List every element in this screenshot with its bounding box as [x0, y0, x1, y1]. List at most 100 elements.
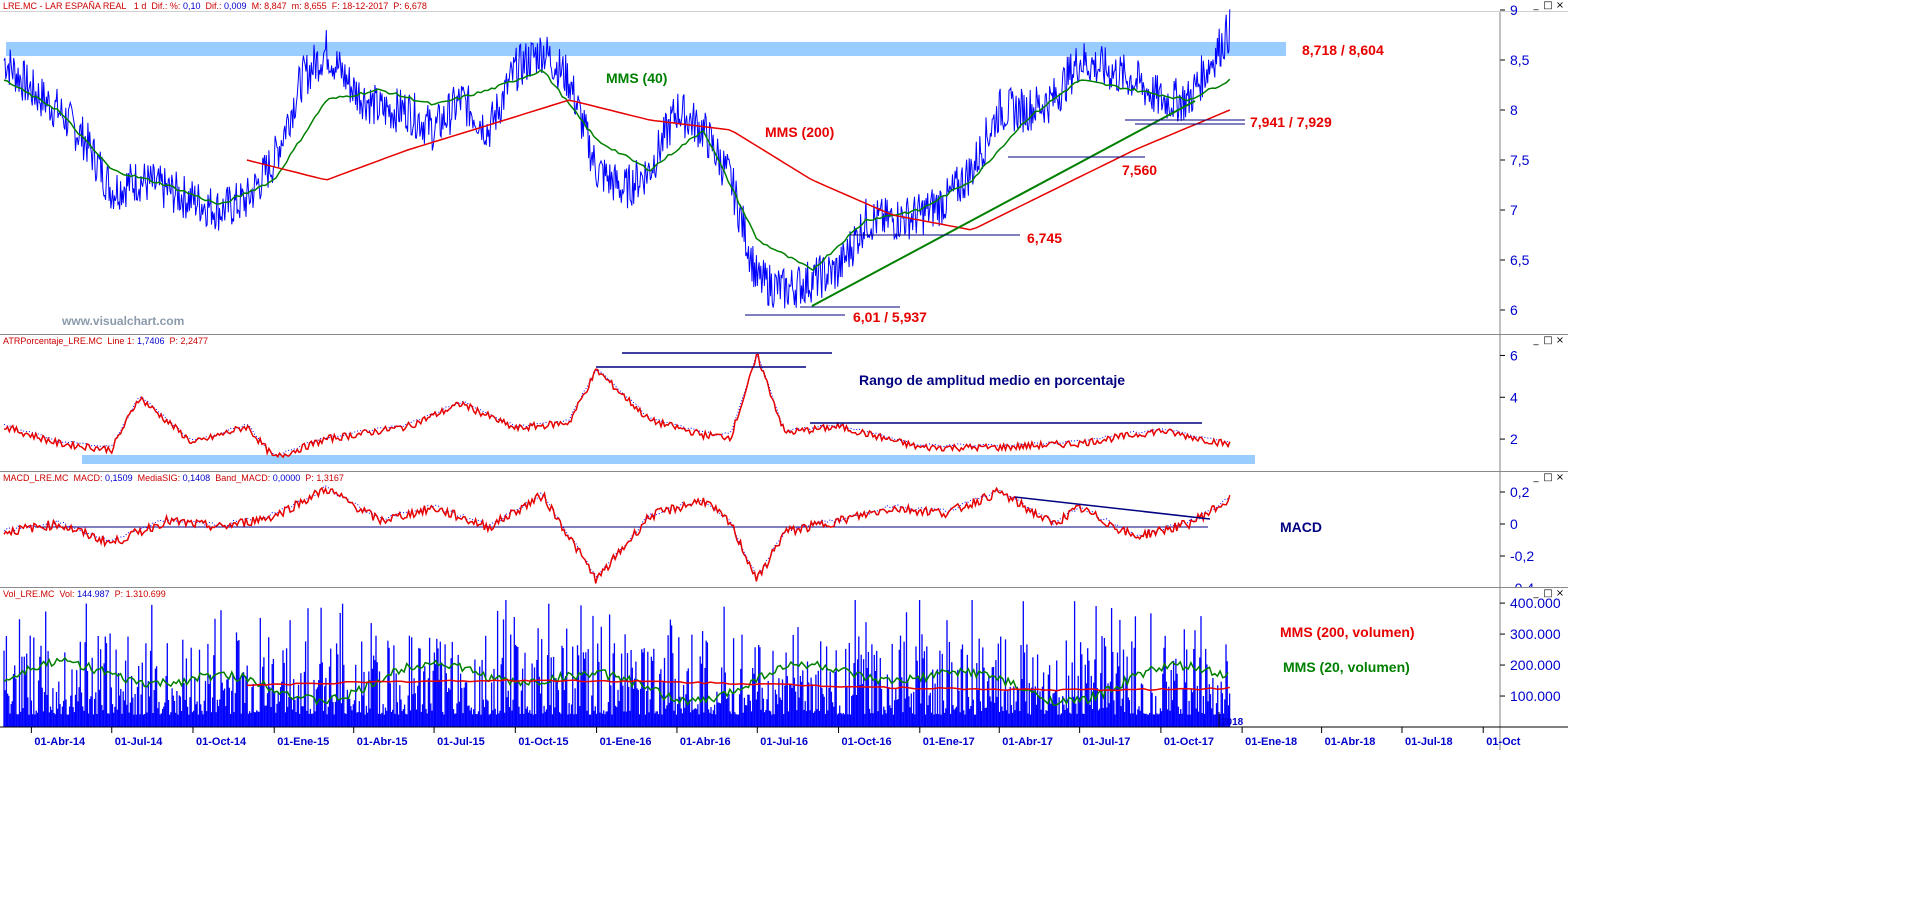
symbol: LRE.MC - LAR ESPAÑA REAL — [3, 1, 127, 11]
y-tick-label: 2 — [1510, 431, 1518, 447]
close-icon[interactable]: × — [1555, 472, 1565, 483]
atr-y-axis: 6 4 2 — [1500, 347, 1518, 447]
y-tick-label: -0,2 — [1510, 548, 1534, 564]
dif-value: 0,009 — [224, 1, 247, 11]
macd-panel-header[interactable]: MACD_LRE.MC MACD: 0,1509 MediaSIG: 0,140… — [3, 473, 344, 484]
y-tick-label: 8,5 — [1510, 52, 1530, 68]
atr-title: Rango de amplitud medio en porcentaje — [859, 372, 1125, 388]
x-tick-label: 01-Jul-18 — [1405, 736, 1453, 748]
mms40-series — [3, 69, 1231, 272]
level-7560-label: 7,560 — [1122, 162, 1157, 178]
minimize-icon[interactable]: _ — [1533, 588, 1539, 599]
x-tick-label: 01-Abr-15 — [357, 736, 408, 748]
x-tick-label: 01-Oct-15 — [518, 736, 568, 748]
atr-line-value: 1,7406 — [136, 336, 165, 346]
restore-icon[interactable]: □ — [1543, 472, 1553, 483]
macd-sig-label: MediaSIG: — [137, 473, 181, 483]
macd-p-value: 1,3167 — [316, 473, 344, 483]
atr-chart: 6 4 2 Rango de amplitud medio en porcentaj… — [3, 335, 1518, 471]
close-icon[interactable]: × — [1555, 588, 1565, 599]
vol-p-value: 1.310.699 — [125, 589, 166, 599]
x-tick-label: 01-Oct-16 — [842, 736, 892, 748]
x-tick-label: 01-Oct-17 — [1164, 736, 1214, 748]
year-label: 2018 — [1221, 717, 1244, 728]
macd-label: MACD: — [73, 473, 103, 483]
y-tick-label: 7,5 — [1510, 152, 1530, 168]
volume-panel-header[interactable]: Vol_LRE.MC Vol: 144.987 P: 1.310.699 — [3, 589, 166, 600]
price-y-axis: 9 8,5 8 7,5 7 6,5 6 — [1500, 2, 1530, 318]
macd-y-axis: 0,2 0 -0,2 -0,4 — [1500, 484, 1534, 587]
x-tick-label: 01-Abr-14 — [34, 736, 86, 748]
x-tick-label: 01-Abr-16 — [680, 736, 731, 748]
price-series — [3, 9, 1231, 309]
dif-pct-value: 0,10 — [182, 1, 201, 11]
atr-p-value: 2,2477 — [180, 336, 209, 346]
close-icon[interactable]: × — [1555, 335, 1565, 346]
dif-pct-label: Dif.: %: — [151, 1, 181, 11]
vol-name: Vol_LRE.MC — [3, 589, 55, 599]
atr-series — [3, 353, 1231, 459]
vol-mms200-series — [246, 678, 1230, 692]
y-tick-label: 0,2 — [1510, 484, 1530, 500]
x-tick-label: 01-Jul-17 — [1083, 736, 1131, 748]
level-6745-label: 6,745 — [1027, 230, 1062, 246]
macd-title: MACD — [1280, 519, 1322, 535]
y-tick-label: -0,4 — [1510, 580, 1534, 587]
vol-mms20-label: MMS (20, volumen) — [1283, 659, 1410, 675]
macd-band-label: Band_MACD: — [215, 473, 271, 483]
macd-panel: MACD_LRE.MC MACD: 0,1509 MediaSIG: 0,140… — [0, 472, 1568, 587]
max-label: M: — [251, 1, 262, 11]
dif-label: Dif.: — [205, 1, 222, 11]
x-tick-label: 01-Ene-17 — [923, 736, 975, 748]
y-tick-label: 7 — [1510, 202, 1518, 218]
macd-band-value: 0,0000 — [272, 473, 301, 483]
macd-p-label: P: — [305, 473, 314, 483]
x-tick-label: 01-Abr-17 — [1002, 736, 1053, 748]
macd-sig-value: 0,1408 — [182, 473, 211, 483]
atr-name: ATRPorcentaje_LRE.MC — [3, 336, 103, 346]
vol-mms20-series — [3, 656, 1229, 707]
minimize-icon[interactable]: _ — [1533, 472, 1539, 483]
atr-panel-header[interactable]: ATRPorcentaje_LRE.MC Line 1: 1,7406 P: 2… — [3, 336, 208, 347]
mms200-series — [246, 99, 1231, 231]
y-tick-label: 6 — [1510, 302, 1518, 318]
date-label: F: — [331, 1, 340, 11]
x-tick-label: 01-Jul-16 — [760, 736, 808, 748]
mms200-label: MMS (200) — [765, 124, 834, 140]
x-tick-label: 01-Ene-15 — [277, 736, 329, 748]
p-value: 6,678 — [404, 1, 427, 11]
low-label: 6,01 / 5,937 — [853, 309, 927, 325]
watermark: www.visualchart.com — [61, 314, 184, 328]
x-axis: 01-Abr-14 01-Jul-14 01-Oct-14 01-Ene-15 01-A… — [30, 727, 1521, 748]
restore-icon[interactable]: □ — [1543, 588, 1553, 599]
x-tick-label: 01-Jul-14 — [115, 736, 164, 748]
restore-icon[interactable]: □ — [1543, 0, 1553, 11]
volume-panel: Vol_LRE.MC Vol: 144.987 P: 1.310.699 _ □… — [0, 588, 1568, 750]
macd-trendline — [1014, 496, 1211, 520]
vol-label: Vol: — [59, 589, 75, 599]
minimize-icon[interactable]: _ — [1533, 335, 1539, 346]
trendline-green — [811, 100, 1196, 307]
support-label: 7,941 / 7,929 — [1250, 114, 1332, 130]
vol-p-label: P: — [114, 589, 124, 599]
restore-icon[interactable]: □ — [1543, 335, 1553, 346]
resistance-band — [6, 42, 1286, 56]
interval: 1 d — [133, 1, 147, 11]
macd-name: MACD_LRE.MC — [3, 473, 69, 483]
min-value: 8,655 — [304, 1, 327, 11]
price-chart: 9 8,5 8 7,5 7 6,5 6 MMS (40) MMS (200) 8,718 /… — [0, 2, 1568, 334]
y-tick-label: 400.000 — [1510, 595, 1561, 611]
y-tick-label: 9 — [1510, 2, 1518, 18]
y-tick-label: 6 — [1510, 347, 1518, 363]
price-panel-header[interactable]: LRE.MC - LAR ESPAÑA REAL 1 d Dif.: %: 0,… — [3, 1, 427, 12]
atr-line-label: Line 1: — [107, 336, 135, 346]
close-icon[interactable]: × — [1555, 0, 1565, 11]
minimize-icon[interactable]: _ — [1533, 0, 1539, 11]
y-tick-label: 100.000 — [1510, 688, 1561, 704]
x-tick-label: 01-Ene-16 — [600, 736, 652, 748]
y-tick-label: 0 — [1510, 516, 1518, 532]
min-label: m: — [291, 1, 302, 11]
atr-p-label: P: — [169, 336, 178, 346]
vol-mms200-label: MMS (200, volumen) — [1280, 624, 1415, 640]
x-tick-label: 01-Oct — [1486, 736, 1521, 748]
